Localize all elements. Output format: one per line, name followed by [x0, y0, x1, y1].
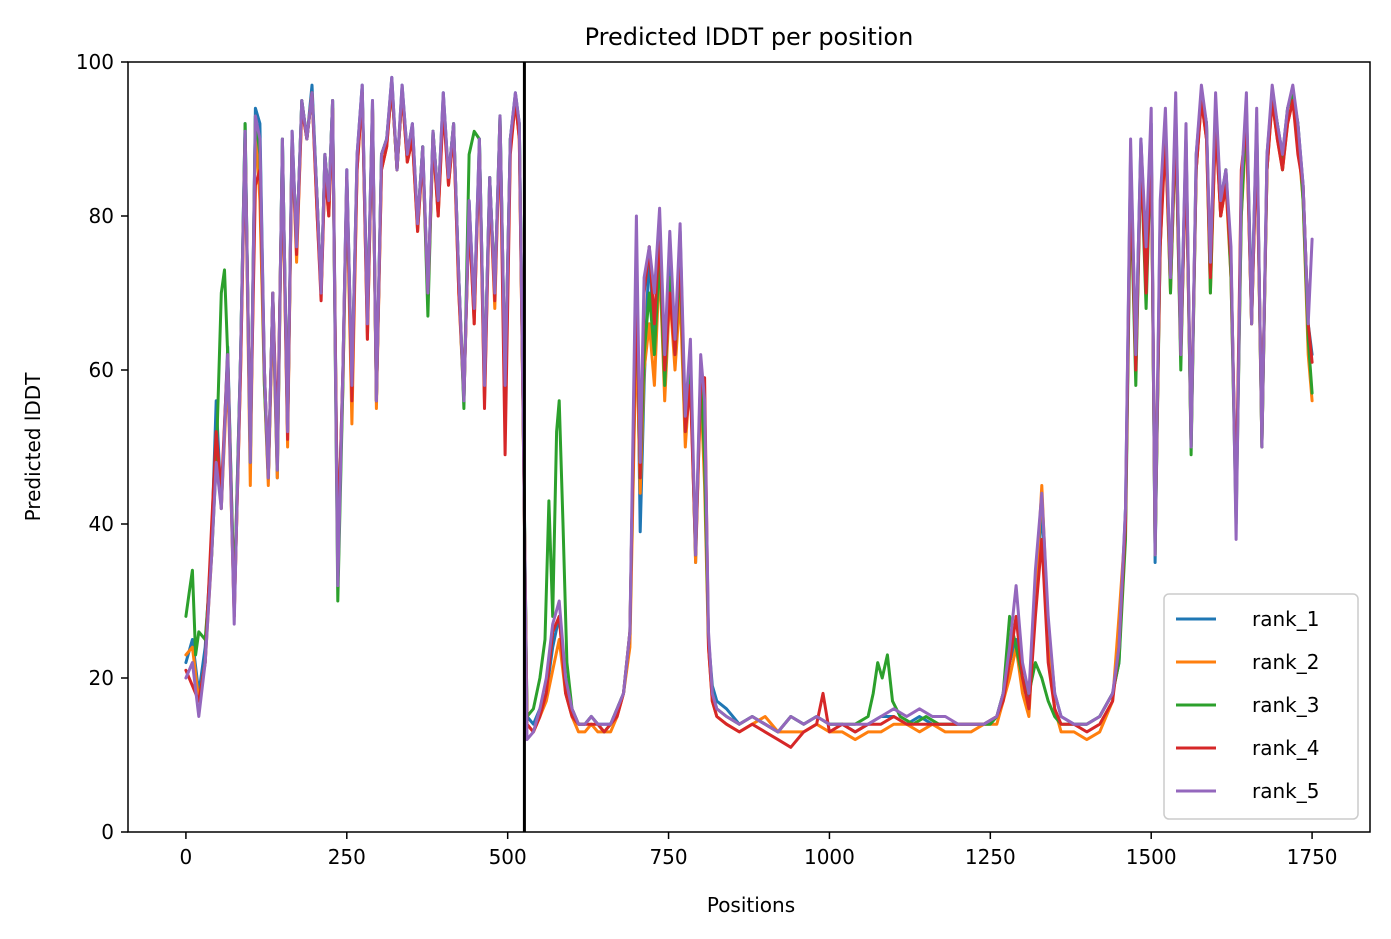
series-layer	[184, 75, 1314, 749]
x-tick-label: 1000	[804, 845, 855, 869]
series-line-rank-5	[184, 75, 1314, 742]
y-tick-label: 80	[89, 204, 114, 228]
x-tick-label: 1500	[1126, 845, 1177, 869]
y-tick-label: 100	[76, 50, 114, 74]
legend-box	[1163, 593, 1359, 820]
x-axis-title: Positions	[707, 893, 795, 917]
x-tick-label: 250	[328, 845, 366, 869]
y-tick-label: 20	[89, 666, 114, 690]
x-tick-label: 1750	[1287, 845, 1338, 869]
legend-label: rank_2	[1252, 650, 1319, 674]
y-axis: 0 20 40 60 80 100	[76, 50, 128, 844]
legend-label: rank_3	[1252, 693, 1319, 717]
legend-label: rank_4	[1252, 736, 1319, 760]
y-tick-label: 40	[89, 512, 114, 536]
x-tick-label: 1250	[965, 845, 1016, 869]
legend: rank_1 rank_2 rank_3 rank_4 rank_5	[1163, 593, 1359, 820]
y-tick-label: 60	[89, 358, 114, 382]
x-tick-label: 0	[180, 845, 193, 869]
plot-frame	[127, 61, 1371, 833]
legend-label: rank_1	[1252, 607, 1319, 631]
x-axis: 0 250 500 750 1000 1250 1500 1750	[180, 832, 1338, 869]
legend-label: rank_5	[1252, 779, 1319, 803]
y-axis-title: Predicted lDDT	[21, 372, 45, 522]
y-tick-label: 0	[101, 820, 114, 844]
chart-title: Predicted lDDT per position	[585, 23, 914, 51]
x-tick-label: 500	[489, 845, 527, 869]
x-tick-label: 750	[649, 845, 687, 869]
